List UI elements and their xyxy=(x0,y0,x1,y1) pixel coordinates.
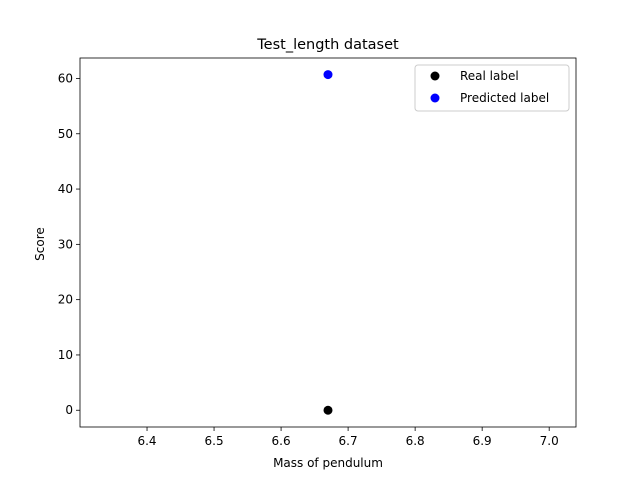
legend-marker xyxy=(430,93,440,103)
y-axis-label: Score xyxy=(33,227,47,261)
x-tick-label: 6.9 xyxy=(473,434,492,448)
legend: Real label Predicted label xyxy=(414,64,570,112)
x-tick-label: 6.5 xyxy=(205,434,224,448)
x-axis-label: Mass of pendulum xyxy=(273,456,383,470)
x-tick-label: 7.0 xyxy=(540,434,559,448)
y-tick-label: 40 xyxy=(58,182,73,196)
data-point xyxy=(323,70,333,80)
x-tick-label: 6.7 xyxy=(339,434,358,448)
legend-label: Predicted label xyxy=(460,91,549,105)
y-tick-label: 50 xyxy=(58,127,73,141)
plot-area: 6.4 6.5 6.6 6.7 6.8 6.9 7.0 0 10 20 30 40 50 60 xyxy=(58,57,577,448)
data-point xyxy=(323,405,333,415)
x-tick-label: 6.8 xyxy=(406,434,425,448)
legend-marker xyxy=(430,71,440,81)
plot-background xyxy=(80,58,576,427)
y-tick-label: 20 xyxy=(58,293,73,307)
legend-label: Real label xyxy=(460,69,519,83)
legend-box xyxy=(414,64,570,112)
y-tick-label: 0 xyxy=(65,403,73,417)
y-tick-label: 60 xyxy=(58,71,73,85)
axes-frame xyxy=(79,57,577,428)
chart-title: Test_length dataset xyxy=(256,37,399,53)
x-tick-label: 6.4 xyxy=(137,434,156,448)
x-tick-label: 6.6 xyxy=(272,434,291,448)
y-tick-label: 30 xyxy=(58,237,73,251)
y-tick-label: 10 xyxy=(58,348,73,362)
